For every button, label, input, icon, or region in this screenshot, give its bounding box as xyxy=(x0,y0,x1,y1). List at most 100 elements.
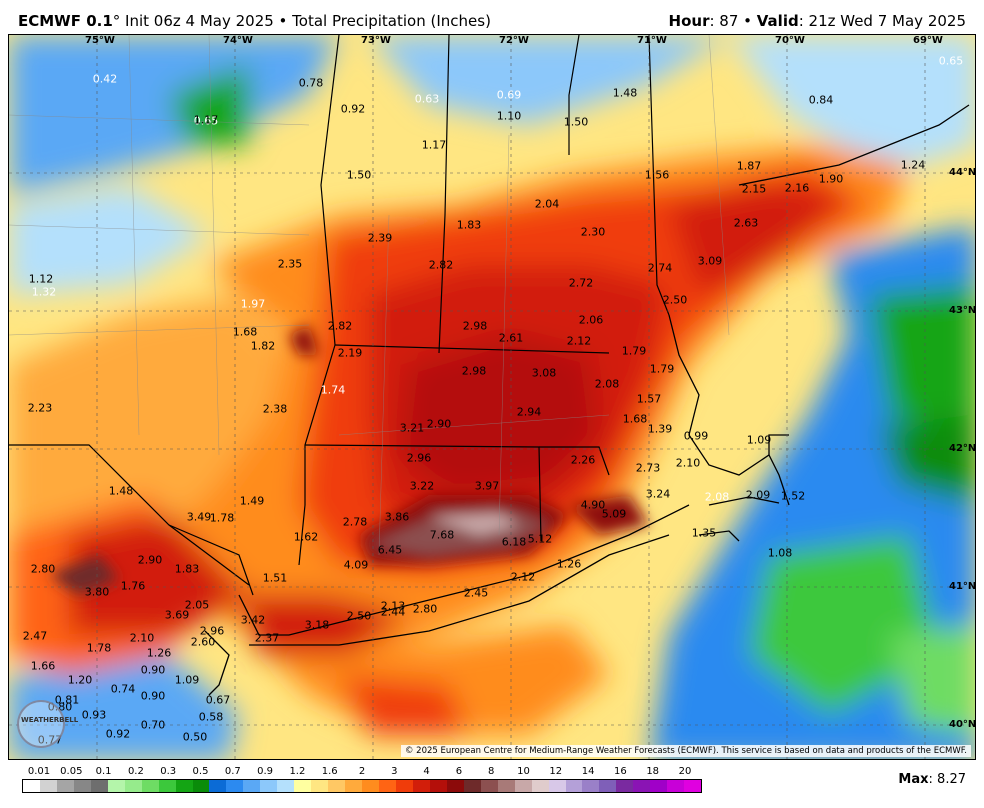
precip-value-label: 2.47 xyxy=(22,629,48,643)
model-name: ECMWF 0.1 xyxy=(18,12,113,30)
legend-tick-label: 4 xyxy=(423,766,430,777)
precip-value-label: 1.57 xyxy=(636,392,662,406)
legend-swatch xyxy=(412,780,430,792)
precip-value-label: 2.60 xyxy=(190,635,216,649)
precip-value-label: 1.83 xyxy=(174,562,200,576)
lat-lon-grid xyxy=(9,35,975,759)
precip-value-label: 2.82 xyxy=(428,258,454,272)
precip-value-label: 1.32 xyxy=(31,285,57,299)
legend-swatch xyxy=(39,780,57,792)
legend-swatch xyxy=(345,780,363,792)
precip-value-label: 1.39 xyxy=(647,422,673,436)
map-title: ECMWF 0.1° Init 06z 4 May 2025 • Total P… xyxy=(18,12,491,30)
longitude-label: 72°W xyxy=(499,35,529,46)
precip-value-label: 0.84 xyxy=(808,93,834,107)
legend-ticks: 0.01 0.05 0.1 0.2 0.3 0.5 0.7 0.9 1.2 1.6 2 3 4 6 8 10 1… xyxy=(22,766,702,778)
legend-tick-label: 16 xyxy=(614,766,627,777)
precip-value-label: 2.06 xyxy=(578,313,604,327)
legend-swatch xyxy=(56,780,74,792)
precip-value-label: 3.21 xyxy=(399,421,425,435)
precip-value-label: 2.96 xyxy=(406,451,432,465)
legend-swatch xyxy=(463,780,481,792)
precip-value-label: 3.97 xyxy=(474,479,500,493)
precip-value-label: 2.90 xyxy=(426,417,452,431)
precip-value-label: 1.50 xyxy=(346,168,372,182)
legend-swatch xyxy=(226,780,244,792)
precip-value-label: 2.73 xyxy=(635,461,661,475)
legend-tick-label: 0.01 xyxy=(27,766,51,777)
precip-value-label: 2.61 xyxy=(498,331,524,345)
valid-label: Valid xyxy=(756,12,799,30)
longitude-label: 74°W xyxy=(223,35,253,46)
precip-value-label: 2.05 xyxy=(184,598,210,612)
precip-value-label: 0.67 xyxy=(205,693,231,707)
legend-swatch xyxy=(243,780,261,792)
precip-value-label: 1.09 xyxy=(174,673,200,687)
precip-value-label: 1.35 xyxy=(691,526,717,540)
precip-value-label: 2.98 xyxy=(461,364,487,378)
longitude-label: 71°W xyxy=(637,35,667,46)
legend-swatch xyxy=(90,780,108,792)
legend-swatch xyxy=(514,780,532,792)
precip-value-label: 1.26 xyxy=(556,557,582,571)
legend-swatch xyxy=(141,780,159,792)
precip-value-label: 1.09 xyxy=(746,433,772,447)
legend-tick-label: 12 xyxy=(549,766,563,777)
precip-value-label: 2.09 xyxy=(745,488,771,502)
precip-value-label: 1.17 xyxy=(421,138,447,152)
precip-value-label: 2.72 xyxy=(568,276,594,290)
legend-tick-label: 0.05 xyxy=(60,766,83,777)
legend-swatch xyxy=(446,780,464,792)
legend-tick-label: 0.9 xyxy=(257,766,274,777)
precip-value-label: 1.78 xyxy=(86,641,112,655)
precip-value-label: 0.81 xyxy=(54,693,80,707)
legend-swatch xyxy=(582,780,600,792)
precip-value-label: 1.82 xyxy=(250,339,276,353)
precip-value-label: 2.45 xyxy=(463,586,489,600)
precip-value-label: 2.94 xyxy=(516,405,542,419)
hour-label: Hour xyxy=(668,12,710,30)
legend-swatch xyxy=(107,780,125,792)
precip-value-label: 2.90 xyxy=(137,553,163,567)
precip-value-label: 1.24 xyxy=(900,158,926,172)
legend-swatch xyxy=(209,780,227,792)
legend-swatch xyxy=(311,780,329,792)
precip-value-label: 5.12 xyxy=(527,532,553,546)
precip-value-label: 0.42 xyxy=(92,72,118,86)
precip-value-label: 7.68 xyxy=(429,528,455,542)
precip-value-label: 1.48 xyxy=(108,484,134,498)
precip-value-label: 0.92 xyxy=(105,727,131,741)
precip-value-label: 3.42 xyxy=(240,613,266,627)
precip-value-label: 0.69 xyxy=(496,88,522,102)
precip-value-label: 1.48 xyxy=(612,86,638,100)
precip-value-label: 1.90 xyxy=(818,172,844,186)
precip-value-label: 2.13 xyxy=(380,599,406,613)
precip-value-label: 1.08 xyxy=(767,546,793,560)
precip-value-label: 2.10 xyxy=(675,456,701,470)
legend-swatch xyxy=(260,780,278,792)
legend-tick-label: 3 xyxy=(391,766,398,777)
legend-swatch xyxy=(277,780,295,792)
precip-value-label: 1.26 xyxy=(146,646,172,660)
legend-swatch xyxy=(616,780,634,792)
precip-value-label: 5.09 xyxy=(601,507,627,521)
precip-value-label: 2.35 xyxy=(277,257,303,271)
precip-value-label: 6.45 xyxy=(377,543,403,557)
longitude-label: 70°W xyxy=(775,35,805,46)
run-description: ° Init 06z 4 May 2025 • Total Precipitat… xyxy=(112,12,491,30)
legend-tick-label: 6 xyxy=(455,766,463,777)
precip-value-label: 2.12 xyxy=(566,334,592,348)
precip-value-label: 2.08 xyxy=(594,377,620,391)
weatherbell-logo: WEATHERBELL xyxy=(17,700,78,748)
precip-value-label: 1.66 xyxy=(30,659,56,673)
precip-value-label: 0.99 xyxy=(683,429,709,443)
precip-value-label: 0.93 xyxy=(81,708,107,722)
legend-swatch xyxy=(667,780,685,792)
precip-value-label: 2.50 xyxy=(662,293,688,307)
legend-swatch xyxy=(379,780,396,792)
precip-value-label: 3.22 xyxy=(409,479,435,493)
precip-value-label: 1.97 xyxy=(240,297,266,311)
hour-value: : 87 • xyxy=(709,12,757,30)
legend-tick-label: 2 xyxy=(358,766,366,777)
latitude-label: 44°N xyxy=(949,167,976,178)
